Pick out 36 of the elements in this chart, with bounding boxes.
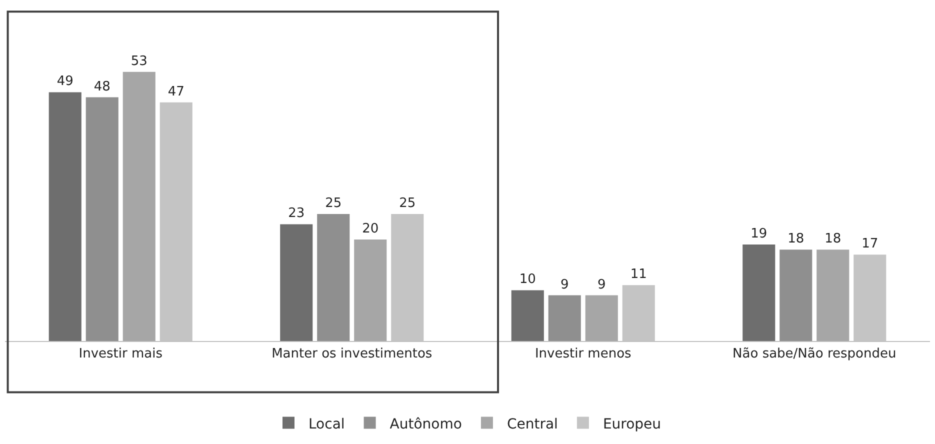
- bar: [122, 72, 156, 341]
- x-tick-label: Investir menos: [534, 346, 632, 362]
- data-label: 10: [519, 272, 536, 288]
- bar: [780, 250, 812, 341]
- x-tick-label: Manter os investimentos: [272, 346, 432, 362]
- bar: [48, 92, 82, 341]
- data-label: 25: [399, 196, 416, 212]
- legend-label: Europeu: [602, 416, 662, 432]
- bar: [86, 97, 118, 341]
- data-label: 17: [862, 236, 878, 252]
- data-label: 11: [630, 267, 647, 282]
- bar: [548, 295, 581, 341]
- bar: [317, 214, 350, 341]
- data-label: 53: [130, 54, 148, 69]
- x-tick-label: Não sabe/Não respondeu: [732, 346, 896, 362]
- legend-label: Central: [506, 416, 558, 432]
- x-tick-label: Investir mais: [78, 346, 163, 362]
- data-label: 18: [824, 232, 842, 247]
- legend-label: Autônomo: [390, 416, 462, 432]
- data-label: 25: [325, 196, 342, 212]
- data-label: 20: [362, 221, 379, 236]
- data-label: 18: [788, 232, 804, 247]
- data-label: 9: [560, 277, 569, 292]
- bar: [280, 224, 313, 341]
- bar: [742, 244, 776, 341]
- data-label: 49: [56, 74, 74, 90]
- bar: [511, 290, 544, 341]
- data-label: 23: [288, 206, 305, 222]
- data-label: 47: [168, 84, 184, 100]
- bar: [816, 250, 850, 341]
- bar: [585, 295, 618, 341]
- data-label: 48: [94, 79, 110, 94]
- data-label: 19: [750, 226, 768, 242]
- legend-label: Local: [308, 416, 345, 432]
- data-label: 9: [597, 277, 606, 292]
- bar: [354, 239, 387, 341]
